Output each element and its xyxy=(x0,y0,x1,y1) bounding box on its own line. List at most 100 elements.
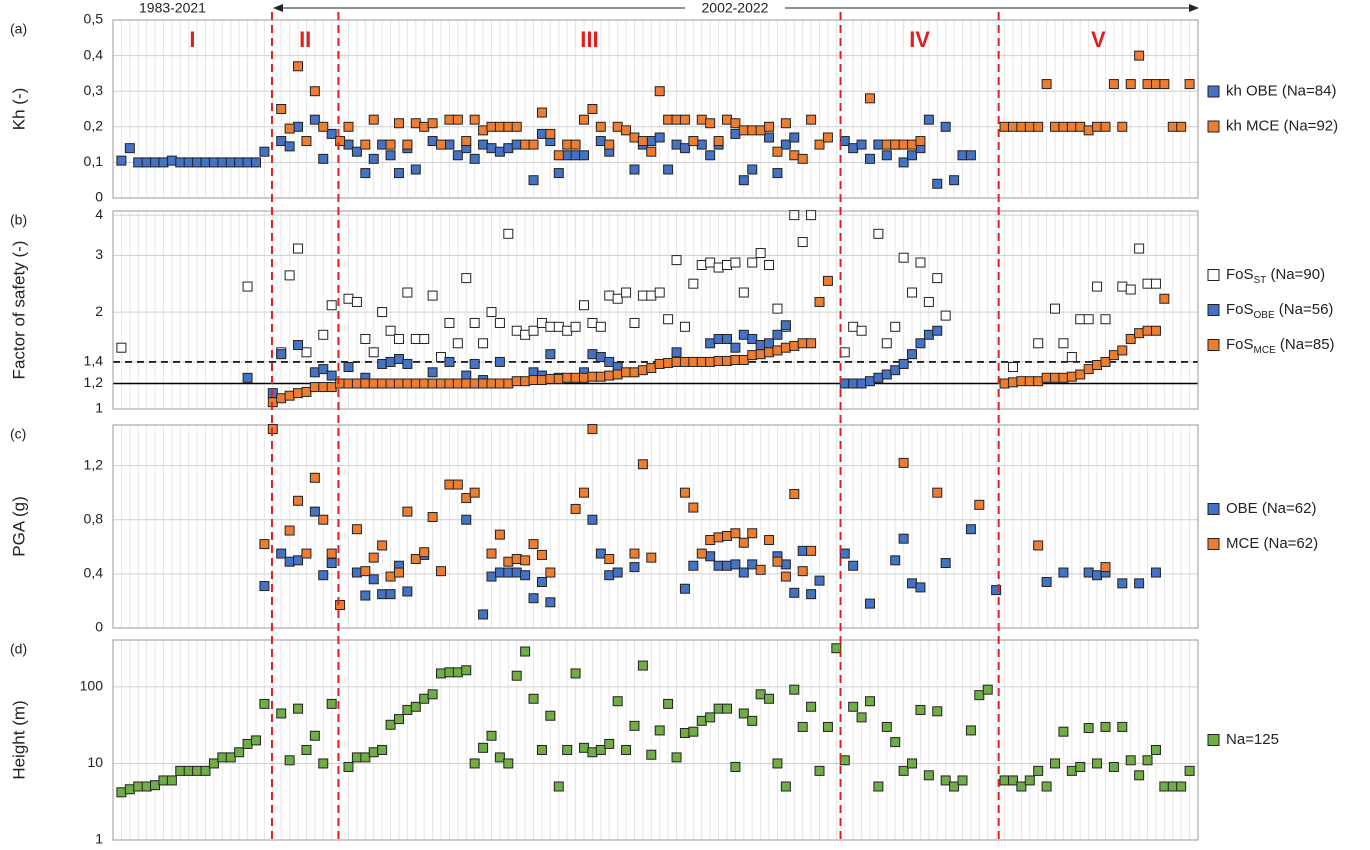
data-point xyxy=(671,347,682,358)
data-point xyxy=(427,290,438,301)
data-point xyxy=(713,333,724,344)
data-point xyxy=(637,290,648,301)
legend-swatch xyxy=(1207,538,1220,550)
data-point xyxy=(536,317,547,328)
data-point xyxy=(738,175,749,186)
data-point xyxy=(511,376,522,387)
data-point xyxy=(696,139,707,150)
data-point xyxy=(780,781,791,792)
data-point xyxy=(570,668,581,679)
data-point xyxy=(1083,314,1094,325)
data-point xyxy=(393,567,404,578)
data-point xyxy=(318,329,329,340)
data-point xyxy=(570,372,581,383)
data-point xyxy=(587,424,598,435)
data-point xyxy=(427,136,438,147)
data-point xyxy=(545,567,556,578)
data-point xyxy=(730,559,741,570)
data-point xyxy=(705,356,716,367)
data-point xyxy=(343,378,354,389)
data-point xyxy=(494,356,505,367)
data-point xyxy=(410,333,421,344)
data-point xyxy=(637,365,648,376)
data-point xyxy=(881,369,892,380)
data-point xyxy=(486,548,497,559)
data-point xyxy=(503,143,514,154)
data-point xyxy=(150,780,161,791)
data-point xyxy=(696,356,707,367)
data-point xyxy=(402,139,413,150)
data-point xyxy=(587,349,598,360)
data-point xyxy=(864,93,875,104)
data-point xyxy=(469,114,480,125)
data-point xyxy=(326,698,337,709)
data-point xyxy=(907,349,918,360)
data-point xyxy=(553,373,564,384)
data-point xyxy=(486,378,497,389)
data-point xyxy=(780,559,791,570)
data-point xyxy=(116,342,127,353)
data-point xyxy=(1083,567,1094,578)
legend-label: FoSOBE (Na=56) xyxy=(1226,301,1333,321)
data-point xyxy=(797,566,808,577)
data-point xyxy=(1024,121,1035,132)
data-point xyxy=(764,121,775,132)
data-point xyxy=(393,353,404,364)
data-point xyxy=(764,347,775,358)
data-point xyxy=(351,524,362,535)
data-point xyxy=(276,548,287,559)
data-point xyxy=(318,382,329,393)
data-point xyxy=(1016,781,1027,792)
data-point xyxy=(932,706,943,717)
data-point xyxy=(923,296,934,307)
data-point xyxy=(503,378,514,389)
data-point xyxy=(721,703,732,714)
data-point xyxy=(116,155,127,166)
data-point xyxy=(293,388,304,399)
data-point xyxy=(141,157,152,168)
data-point xyxy=(309,506,320,517)
data-point xyxy=(907,578,918,589)
data-point xyxy=(528,693,539,704)
data-point xyxy=(789,210,800,221)
data-point xyxy=(377,307,388,318)
data-point xyxy=(654,725,665,736)
data-point xyxy=(772,168,783,179)
data-point xyxy=(1033,540,1044,551)
data-point xyxy=(747,350,758,361)
data-point xyxy=(764,260,775,271)
data-point xyxy=(822,721,833,732)
data-point xyxy=(797,153,808,164)
data-point xyxy=(1184,79,1195,90)
data-point xyxy=(730,342,741,353)
data-point xyxy=(1058,372,1069,383)
data-point xyxy=(259,698,270,709)
data-point xyxy=(368,747,379,758)
data-point xyxy=(503,228,514,239)
data-point xyxy=(419,333,430,344)
y-tick-label: 0 xyxy=(95,189,103,205)
data-point xyxy=(570,321,581,332)
data-point xyxy=(511,325,522,336)
data-point xyxy=(528,325,539,336)
data-point xyxy=(789,150,800,161)
data-point xyxy=(595,744,606,755)
data-point xyxy=(873,372,884,383)
data-point xyxy=(629,317,640,328)
data-point xyxy=(461,273,472,284)
data-point xyxy=(621,367,632,378)
data-point xyxy=(1050,303,1061,314)
data-point xyxy=(326,370,337,381)
data-point xyxy=(612,696,623,707)
data-point xyxy=(309,367,320,378)
data-point xyxy=(393,333,404,344)
data-point xyxy=(881,721,892,732)
y-tick-label: 1,4 xyxy=(84,353,104,369)
data-point xyxy=(1007,377,1018,388)
y-tick-label: 100 xyxy=(80,678,104,694)
data-point xyxy=(780,571,791,582)
data-point xyxy=(528,175,539,186)
data-point xyxy=(562,744,573,755)
data-point xyxy=(789,340,800,351)
y-tick-label: 1 xyxy=(95,831,103,847)
